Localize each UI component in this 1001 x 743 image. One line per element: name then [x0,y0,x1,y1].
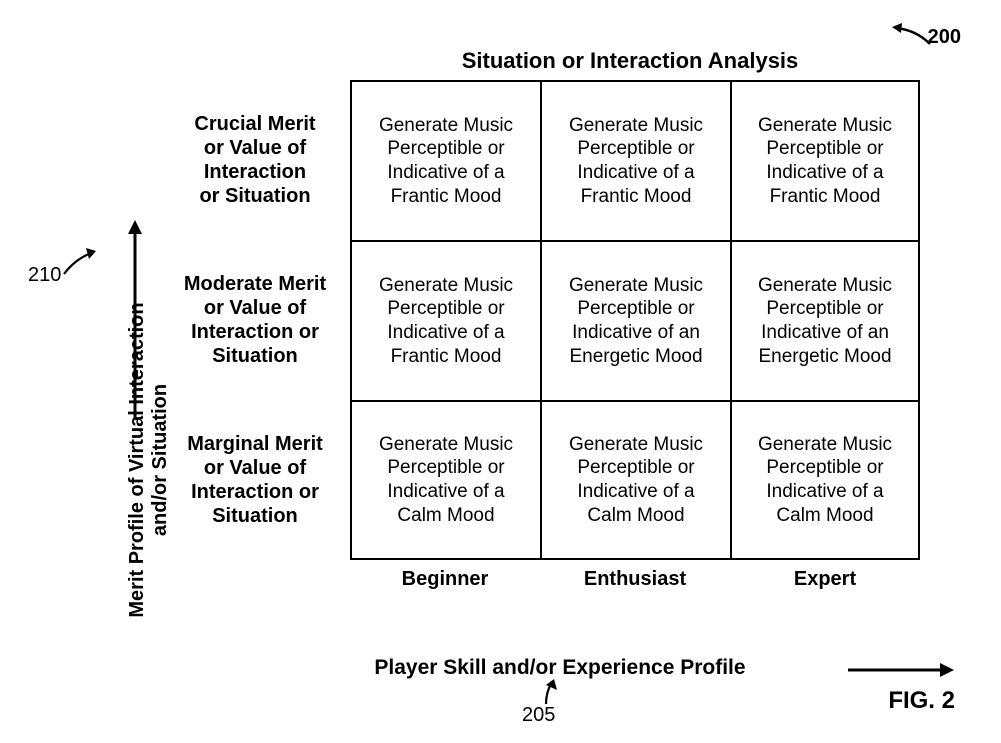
ref-210-leader [62,248,98,278]
cell-r1-c2: Generate Music Perceptible or Indicative… [730,240,920,400]
ref-210-callout: 210 [28,264,61,287]
row-header-moderate: Moderate Merit or Value of Interaction o… [160,240,350,400]
col-footer-beginner: Beginner [350,568,540,591]
cell-r2-c2: Generate Music Perceptible or Indicative… [730,400,920,560]
figure-label: FIG. 2 [888,687,955,715]
cell-r2-c1: Generate Music Perceptible or Indicative… [540,400,730,560]
row-header-crucial: Crucial Merit or Value of Interaction or… [160,80,350,240]
x-axis-label: Player Skill and/or Experience Profile [280,656,840,680]
cell-r1-c1: Generate Music Perceptible or Indicative… [540,240,730,400]
ref-210-text: 210 [28,264,61,286]
cell-r0-c0: Generate Music Perceptible or Indicative… [350,80,540,240]
figure-2: 200 Situation or Interaction Analysis Me… [20,20,981,723]
ref-200-leader [890,22,934,50]
ref-205-callout: 205 [522,704,555,727]
ref-205-text: 205 [522,704,555,726]
col-footer-enthusiast: Enthusiast [540,568,730,591]
cell-r0-c2: Generate Music Perceptible or Indicative… [730,80,920,240]
ref-205-leader [532,678,562,706]
cell-r1-c0: Generate Music Perceptible or Indicative… [350,240,540,400]
cell-r0-c1: Generate Music Perceptible or Indicative… [540,80,730,240]
row-header-marginal: Marginal Merit or Value of Interaction o… [160,400,350,560]
col-footer-expert: Expert [730,568,920,591]
analysis-grid: Crucial Merit or Value of Interaction or… [160,80,920,560]
y-axis-arrow-icon [125,220,145,420]
x-axis-arrow-icon [846,660,956,680]
ref-200-callout: 200 [928,26,961,49]
column-footers: Beginner Enthusiast Expert [350,568,920,591]
title-top: Situation or Interaction Analysis [350,48,910,74]
cell-r2-c0: Generate Music Perceptible or Indicative… [350,400,540,560]
